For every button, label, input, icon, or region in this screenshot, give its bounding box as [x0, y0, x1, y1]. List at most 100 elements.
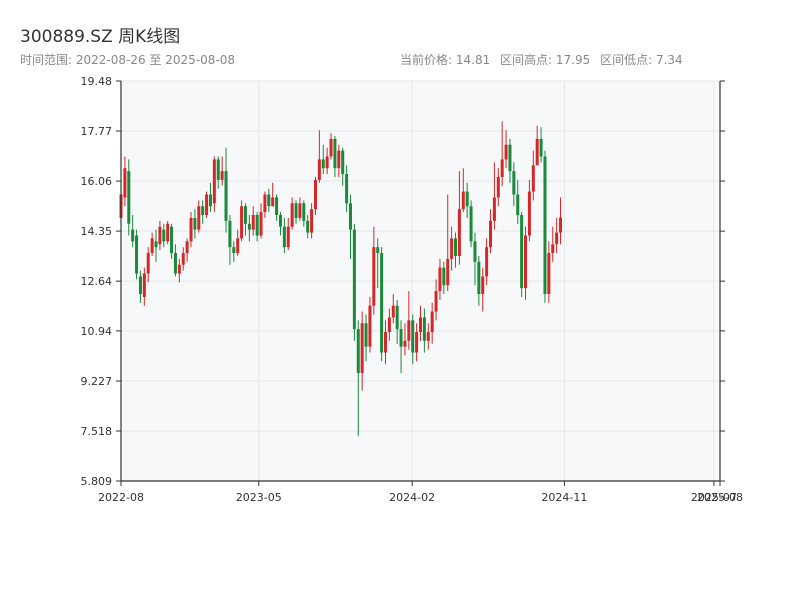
candle-down — [399, 329, 403, 347]
x-tick-label: 2023-05 — [236, 491, 282, 504]
candle-down — [162, 229, 166, 242]
candle-up — [372, 247, 376, 306]
y-tick-label: 10.94 — [81, 325, 113, 338]
candle-up — [426, 332, 430, 341]
candle-down — [224, 171, 228, 221]
candle-down — [138, 276, 142, 295]
candle-up — [177, 264, 181, 274]
chart-title: 300889.SZ 周K线图 — [20, 27, 181, 47]
candle-up — [446, 258, 450, 286]
price-stats: 当前价格: 14.81 区间高点: 17.95 区间低点: 7.34 — [400, 51, 689, 68]
range-high-label: 区间高点: 17.95 — [500, 53, 591, 67]
candle-up — [391, 305, 395, 318]
y-tick-label: 19.48 — [81, 75, 113, 88]
candle-up — [407, 320, 411, 341]
x-tick-label: 2022-08 — [98, 491, 144, 504]
candle-down — [294, 203, 298, 218]
candle-up — [263, 194, 267, 213]
candle-down — [228, 220, 232, 248]
candle-up — [205, 194, 209, 216]
candle-down — [348, 203, 352, 230]
candle-down — [442, 267, 446, 286]
candle-down — [193, 217, 197, 230]
candle-down — [135, 235, 139, 274]
candle-up — [555, 232, 559, 245]
candle-down — [170, 226, 174, 254]
candle-up — [317, 159, 321, 180]
candle-up — [535, 138, 539, 166]
candle-down — [208, 194, 212, 207]
y-tick-label: 7.518 — [81, 425, 113, 438]
candle-down — [275, 197, 279, 216]
candle-up — [166, 223, 170, 242]
candle-up — [524, 235, 528, 289]
candle-down — [201, 206, 205, 216]
current-price-label: 当前价格: 14.81 — [400, 53, 491, 67]
candle-up — [551, 244, 555, 254]
candle-up — [290, 203, 294, 227]
candle-down — [520, 215, 524, 289]
candle-down — [173, 253, 177, 274]
candle-up — [240, 206, 244, 239]
candle-down — [255, 215, 259, 236]
candle-up — [461, 191, 465, 210]
candle-up — [251, 215, 255, 230]
candle-up — [329, 138, 333, 157]
candle-up — [337, 150, 341, 169]
candle-down — [543, 156, 547, 295]
candle-up — [496, 176, 500, 198]
candle-down — [364, 323, 368, 347]
candle-down — [154, 241, 158, 248]
candle-up — [142, 273, 146, 297]
candle-down — [512, 171, 516, 195]
y-tick-label: 9.227 — [81, 375, 113, 388]
candle-up — [189, 217, 193, 242]
candle-down — [395, 305, 399, 330]
range-low-label: 区间低点: 7.34 — [600, 53, 683, 67]
candle-down — [321, 159, 325, 169]
x-tick-label: 2024-02 — [389, 491, 435, 504]
candle-up — [271, 197, 275, 207]
candle-up — [489, 220, 493, 248]
candle-down — [341, 150, 345, 175]
candle-up — [360, 323, 364, 374]
candle-down — [473, 241, 477, 262]
candle-down — [243, 206, 247, 224]
candle-down — [539, 138, 543, 157]
candle-down — [380, 253, 384, 353]
candle-down — [247, 223, 251, 230]
candle-up — [236, 238, 240, 254]
candle-up — [150, 238, 154, 254]
candle-up — [325, 156, 329, 169]
candle-down — [282, 226, 286, 248]
x-tick-label: 2025-08 — [697, 491, 743, 504]
candle-down — [465, 191, 469, 207]
candle-up — [383, 332, 387, 353]
candle-up — [438, 267, 442, 292]
candle-down — [376, 247, 380, 254]
candle-down — [352, 229, 356, 330]
date-range-label: 时间范围: 2022-08-26 至 2025-08-08 — [20, 53, 235, 67]
candle-down — [302, 203, 306, 221]
candle-down — [454, 238, 458, 256]
candle-down — [131, 229, 135, 242]
y-tick-label: 12.64 — [81, 275, 113, 288]
candle-up — [146, 253, 150, 274]
candle-up — [531, 165, 535, 192]
candle-up — [434, 291, 438, 312]
candle-up — [500, 159, 504, 177]
candle-up — [430, 311, 434, 333]
candle-up — [197, 206, 201, 230]
y-tick-label: 16.06 — [81, 175, 113, 188]
y-tick-label: 5.809 — [81, 475, 113, 488]
candle-up — [527, 191, 531, 236]
candle-down — [333, 138, 337, 169]
candle-down — [216, 159, 220, 180]
candle-down — [469, 206, 473, 242]
candle-down — [356, 329, 360, 374]
candle-up — [368, 305, 372, 347]
candle-up — [450, 238, 454, 259]
candle-down — [267, 194, 271, 207]
candle-down — [508, 144, 512, 172]
